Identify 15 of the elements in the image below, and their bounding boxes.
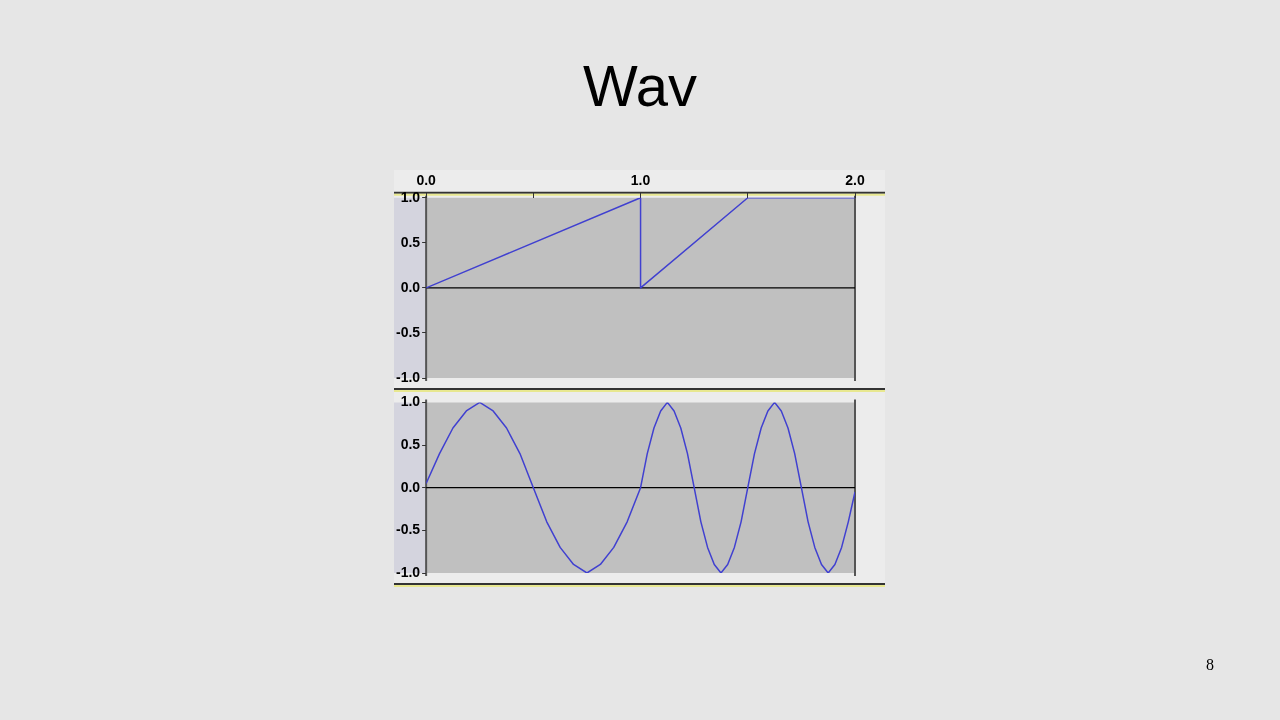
y-tick-label: 0.0: [400, 278, 421, 295]
y-tick-label: 0.5: [400, 233, 421, 250]
y-tick-label: -0.5: [396, 323, 421, 340]
y-tick-label: 0.5: [400, 435, 421, 452]
y-tick-label: -0.5: [396, 521, 421, 538]
y-tick-label: 1.0: [400, 188, 421, 205]
y-tick-label: 1.0: [400, 393, 421, 410]
x-tick-label: 0.0: [416, 172, 437, 189]
text: 8: [1206, 656, 1214, 674]
x-tick-label: 2.0: [845, 172, 865, 189]
y-tick-label: -1.0: [396, 368, 421, 385]
chart-title: Wav: [582, 52, 698, 119]
y-tick-label: -1.0: [396, 563, 421, 580]
y-tick-label: 0.0: [400, 478, 421, 495]
x-tick-label: 1.0: [630, 172, 651, 189]
